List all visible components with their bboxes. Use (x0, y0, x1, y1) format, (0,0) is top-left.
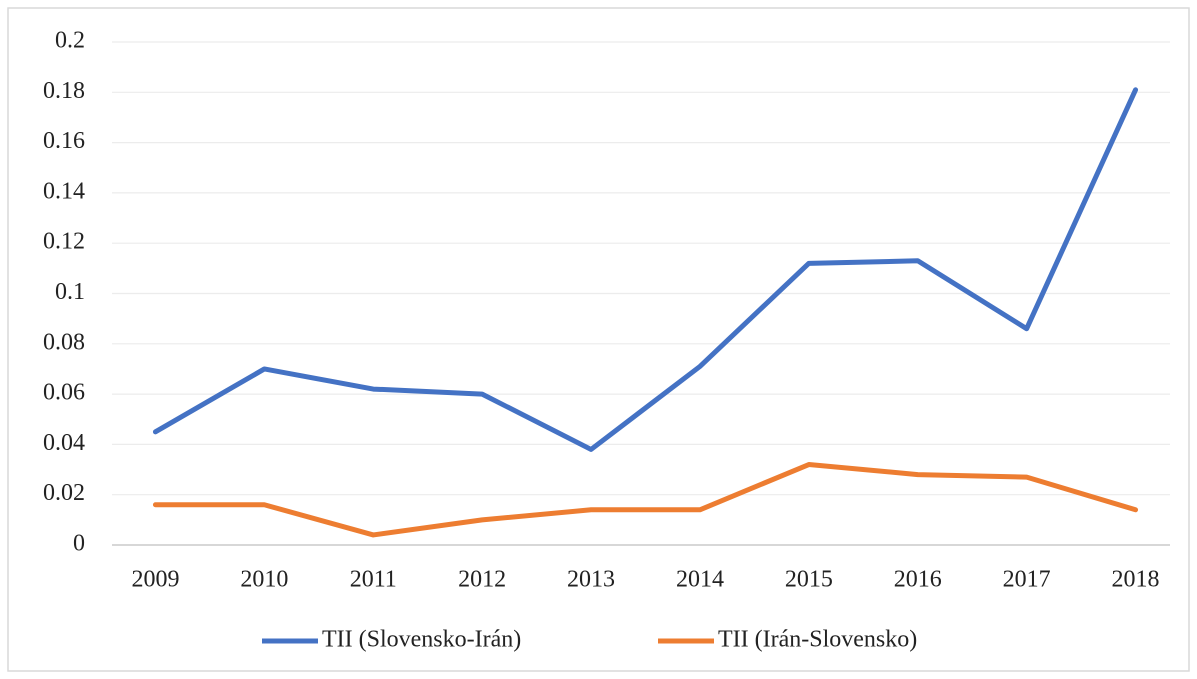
y-tick-label: 0.14 (43, 178, 85, 204)
chart-frame (7, 7, 1190, 672)
x-tick-label: 2017 (1003, 567, 1051, 593)
y-tick-label: 0.16 (43, 128, 85, 154)
legend-label: TII (Slovensko-Irán) (322, 627, 521, 653)
y-tick-label: 0.06 (43, 380, 85, 406)
x-tick-label: 2009 (131, 567, 179, 593)
x-tick-label: 2013 (567, 567, 615, 593)
y-tick-label: 0.2 (55, 28, 85, 54)
x-tick-label: 2011 (350, 567, 397, 593)
x-tick-label: 2014 (676, 567, 724, 593)
y-tick-label: 0 (73, 531, 85, 557)
legend-label: TII (Irán-Slovensko) (718, 627, 917, 653)
y-tick-label: 0.1 (55, 279, 85, 305)
x-tick-label: 2010 (240, 567, 288, 593)
series-line (152, 87, 1139, 452)
y-tick-label: 0.12 (43, 229, 85, 255)
y-tick-label: 0.04 (43, 430, 85, 456)
y-tick-label: 0.02 (43, 480, 85, 506)
y-tick-label: 0.08 (43, 329, 85, 355)
x-tick-label: 2016 (894, 567, 942, 593)
x-tick-label: 2015 (785, 567, 833, 593)
x-tick-label: 2018 (1112, 567, 1160, 593)
series-line (152, 462, 1139, 538)
x-tick-label: 2012 (458, 567, 506, 593)
y-tick-label: 0.18 (43, 78, 85, 104)
